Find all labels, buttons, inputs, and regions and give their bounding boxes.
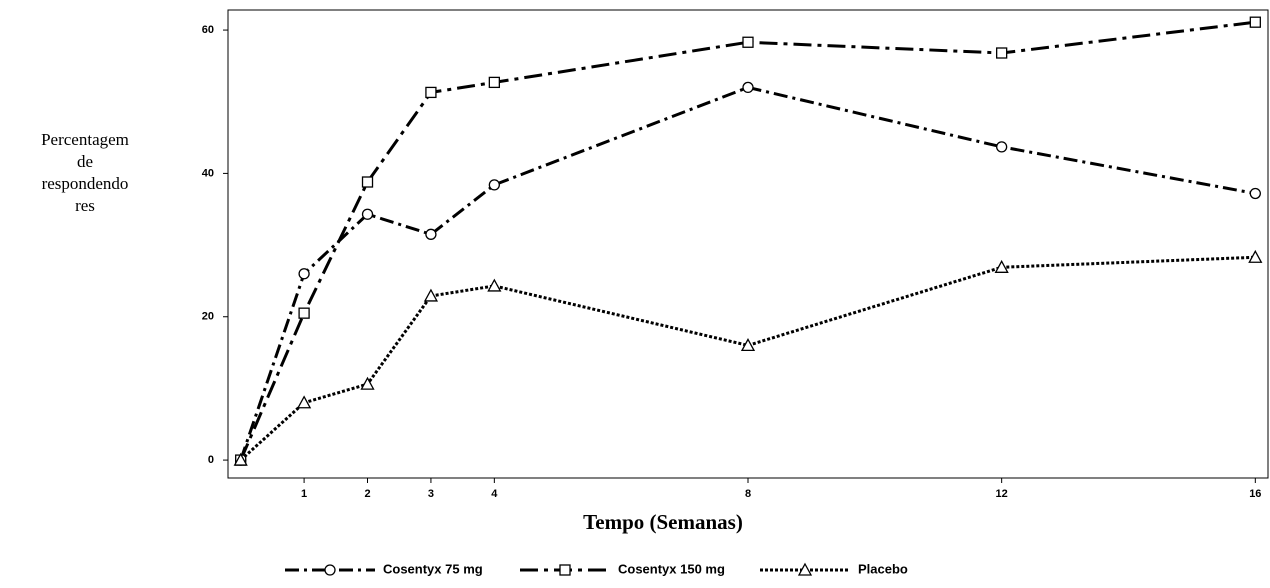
x-tick-label: 2 [364, 488, 370, 500]
marker [742, 81, 754, 94]
marker [559, 564, 571, 576]
marker [360, 376, 375, 390]
marker [487, 278, 502, 292]
marker [298, 307, 310, 319]
marker [233, 452, 248, 466]
series-line [239, 255, 1256, 462]
legend-label: Cosentyx 150 mg [618, 561, 725, 576]
y-tick-label: 40 [202, 167, 214, 179]
series-line [239, 85, 1256, 461]
marker [488, 76, 500, 89]
y-label-line: de [77, 152, 93, 171]
x-tick-label: 4 [491, 488, 498, 500]
marker [488, 179, 500, 191]
x-axis-label: Tempo (Semanas) [583, 510, 743, 534]
x-tick-label: 1 [301, 488, 307, 500]
legend-label: Cosentyx 75 mg [383, 561, 483, 576]
marker [994, 259, 1009, 273]
y-label-line: Percentagem [41, 130, 129, 149]
marker [324, 564, 336, 576]
x-tick-label: 16 [1249, 488, 1261, 500]
y-label-line: res [75, 196, 95, 215]
marker [425, 228, 437, 240]
x-tick-label: 8 [745, 488, 751, 500]
marker [797, 562, 813, 576]
marker [425, 86, 437, 99]
y-tick-label: 0 [208, 454, 214, 466]
y-tick-label: 20 [202, 311, 214, 323]
legend-item: Cosentyx 75 mg [285, 561, 483, 576]
x-tick-label: 12 [996, 488, 1008, 500]
marker [1249, 16, 1261, 28]
series-line [239, 20, 1256, 461]
x-tick-label: 3 [428, 488, 434, 500]
marker [1248, 249, 1263, 263]
marker [742, 36, 754, 48]
legend-label: Placebo [858, 561, 908, 576]
marker [361, 176, 374, 188]
plot-frame [227, 9, 1269, 479]
y-tick-label: 60 [202, 24, 214, 36]
legend-item: Placebo [760, 561, 908, 576]
marker [1249, 187, 1261, 200]
y-axis-label: Percentagem de respondendo res [41, 130, 129, 215]
marker [298, 268, 310, 280]
legend-item: Cosentyx 150 mg [520, 561, 725, 576]
marker [361, 208, 374, 220]
marker [423, 288, 439, 302]
y-label-line: respondendo [42, 174, 129, 193]
marker [996, 47, 1008, 59]
marker [996, 141, 1008, 153]
marker [297, 395, 312, 409]
marker [740, 338, 756, 352]
